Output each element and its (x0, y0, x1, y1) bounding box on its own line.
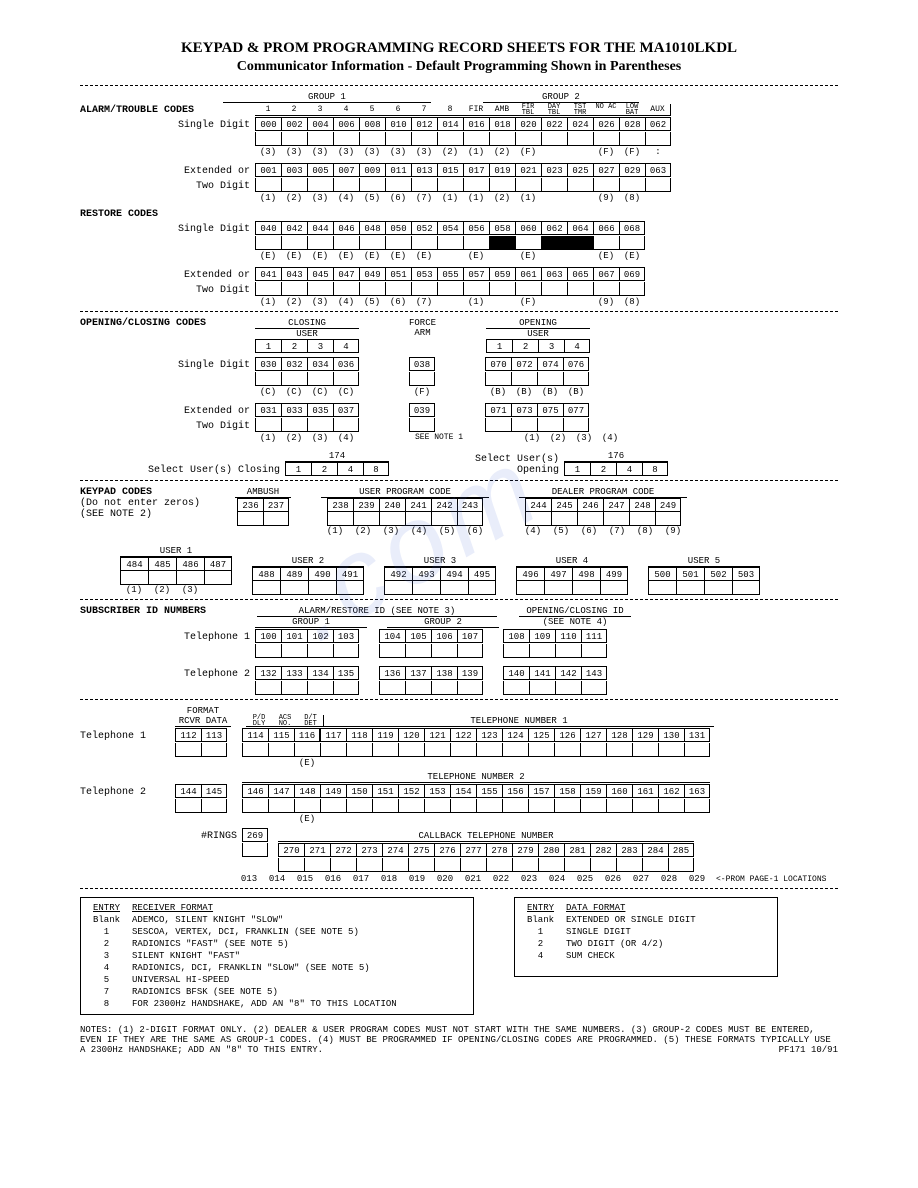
group2-hdr: GROUP 2 (483, 92, 639, 103)
open-user-hdr: 1234 (486, 339, 590, 353)
alarm-trouble-label: ALARM/TROUBLE CODES (80, 105, 255, 116)
restore-sd-label: Single Digit (80, 224, 255, 235)
upc-hdr: USER PROGRAM CODE (321, 487, 489, 498)
divider (80, 599, 838, 600)
keypad-label: KEYPAD CODES (80, 487, 152, 498)
closing-hdr: CLOSING (255, 318, 359, 329)
receiver-format-box: ENTRYRECEIVER FORMAT BlankADEMCO, SILENT… (80, 897, 474, 1015)
arid-hdr: ALARM/RESTORE ID (SEE NOTE 3) (257, 606, 497, 617)
title-2: Communicator Information - Default Progr… (80, 59, 838, 75)
restore-sd-under: (E)(E)(E)(E)(E)(E)(E)(E)(E)(E)(E) (255, 251, 645, 261)
alarm-sd-cells: 0000020040060080100120140160180200220240… (255, 117, 671, 131)
subid-tel2: Telephone 2 (80, 669, 255, 680)
open-sd: 070072074076 (485, 357, 589, 371)
restore-td-label: Two Digit (80, 285, 255, 296)
footer-id: PF171 10/91 (779, 1045, 838, 1055)
sel-176: 176 (564, 451, 668, 462)
data-format-box: ENTRYDATA FORMAT BlankEXTENDED OR SINGLE… (514, 897, 778, 977)
close-sd: 030032034036 (255, 357, 359, 371)
alarm-ext-under: (1)(2)(3)(4)(5)(6)(7)(1)(1)(2)(1)(9)(8) (255, 193, 671, 203)
oc-td-label: Two Digit (80, 421, 255, 432)
force-ext: 039 (409, 403, 435, 417)
sel-174: 174 (285, 451, 389, 462)
restore-label: RESTORE CODES (80, 209, 255, 220)
two-digit-label: Two Digit (80, 181, 255, 192)
group1-hdr: GROUP 1 (223, 92, 431, 103)
keypad-sub1: (Do not enter zeros) (80, 498, 200, 509)
sel-open-label: Select User(s) Opening (439, 454, 564, 476)
zone-headers: 1 2 3 4 5 6 7 8 FIR AMB FIR TBL DAY TBL … (255, 104, 671, 116)
upc-cells: 238239240241242243 (327, 498, 483, 512)
oc-ext-label: Extended or (80, 406, 255, 417)
single-digit-label: Single Digit (80, 120, 255, 131)
restore-ext-blank (255, 282, 645, 296)
subid-tel1: Telephone 1 (80, 632, 255, 643)
pd-hdr: P/D DLY ACS NO. D/T DET (246, 715, 324, 727)
keypad-users: USER 1484485486487(1)(2)(3)USER 24884894… (120, 546, 838, 595)
tn2-hdr: TELEPHONE NUMBER 2 (242, 772, 710, 783)
restore-ext-label: Extended or (80, 270, 255, 281)
restore-sd-blank (255, 236, 645, 250)
tel1-label: Telephone 1 (80, 731, 175, 742)
title-1: KEYPAD & PROM PROGRAMMING RECORD SHEETS … (80, 40, 838, 57)
subid-label: SUBSCRIBER ID NUMBERS (80, 606, 255, 617)
ocid-hdr: OPENING/CLOSING ID (519, 606, 631, 617)
close-user-hdr: 1234 (255, 339, 359, 353)
alarm-sd-blank (255, 132, 671, 146)
keypad-sub2: (SEE NOTE 2) (80, 509, 152, 520)
user-hdr: USER (296, 329, 318, 339)
divider (80, 699, 838, 700)
ambush-cells: 236237 (237, 498, 289, 512)
divider (80, 888, 838, 889)
alarm-ext-blank (255, 178, 671, 192)
rings-label: #RINGS (80, 831, 237, 842)
rings-cell: 269 (242, 828, 268, 842)
dpc-hdr: DEALER PROGRAM CODE (519, 487, 687, 498)
prom-note: <-PROM PAGE-1 LOCATIONS (716, 875, 826, 884)
alarm-ext-cells: 0010030050070090110130150170190210230250… (255, 163, 671, 177)
divider (80, 311, 838, 312)
forcearm-hdr: FORCE ARM (409, 318, 436, 342)
tel2-label: Telephone 2 (80, 787, 175, 798)
divider (80, 480, 838, 481)
notes: NOTES: (1) 2-DIGIT FORMAT ONLY. (2) DEAL… (80, 1025, 838, 1055)
restore-sd-cells: 0400420440460480500520540560580600620640… (255, 221, 645, 235)
alarm-sd-under: (3)(3)(3)(3)(3)(3)(3)(2)(1)(2)(F)(F)(F): (255, 147, 671, 157)
dpc-cells: 244245246247248249 (525, 498, 681, 512)
force-sd: 038 (409, 357, 435, 371)
user-hdr2: USER (527, 329, 549, 339)
ambush-hdr: AMBUSH (235, 487, 291, 498)
sel-close-label: Select User(s) Closing (80, 465, 285, 476)
prom-locations: 0130140150160170180190200210220230240250… (235, 874, 711, 884)
callback-hdr: CALLBACK TELEPHONE NUMBER (278, 831, 694, 842)
restore-ext-under: (1)(2)(3)(4)(5)(6)(7)(1)(F)(9)(8) (255, 297, 645, 307)
callback-cells: 2702712722732742752762772782792802812822… (278, 843, 694, 857)
tn1-hdr: TELEPHONE NUMBER 1 (324, 716, 714, 727)
rcvrdata-hdr: RCVR DATA (175, 716, 231, 727)
extended-or-label: Extended or (80, 166, 255, 177)
divider (80, 85, 838, 86)
oc-sd-label: Single Digit (80, 360, 255, 371)
format-hdr: FORMAT (187, 706, 219, 716)
openclose-label: OPENING/CLOSING CODES (80, 318, 255, 329)
restore-ext-cells: 0410430450470490510530550570590610630650… (255, 267, 645, 281)
opening-hdr: OPENING (486, 318, 590, 329)
